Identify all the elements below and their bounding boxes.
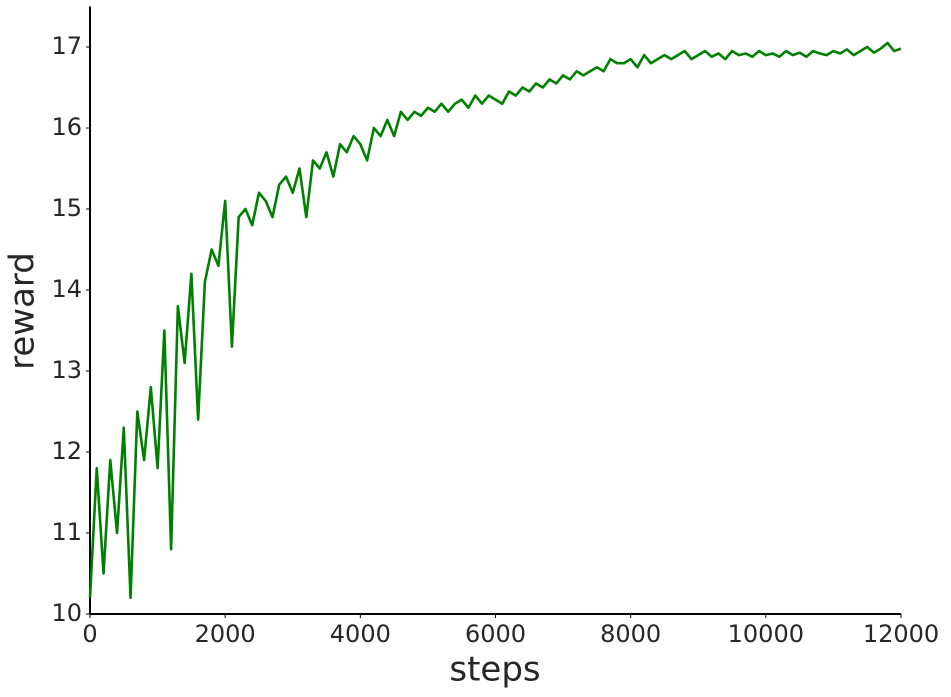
y-tick-label: 16 <box>51 113 82 141</box>
y-tick-label: 11 <box>51 518 82 546</box>
y-tick-label: 17 <box>51 32 82 60</box>
y-axis-label: reward <box>3 252 43 370</box>
x-tick-label: 0 <box>82 620 97 648</box>
x-tick-label: 8000 <box>600 620 661 648</box>
x-axis-label: steps <box>449 650 540 690</box>
y-tick-label: 10 <box>51 599 82 627</box>
line <box>88 41 902 600</box>
x-tick-label: 10000 <box>728 620 804 648</box>
x-tick-label: 6000 <box>465 620 526 648</box>
x-tick-label: 4000 <box>330 620 391 648</box>
x-tick-label: 2000 <box>195 620 256 648</box>
y-tick-label: 14 <box>51 275 82 303</box>
y-tick-label: 12 <box>51 437 82 465</box>
x-tick-label: 12000 <box>863 620 939 648</box>
y-tick-label: 15 <box>51 194 82 222</box>
y-tick-label: 13 <box>51 356 82 384</box>
